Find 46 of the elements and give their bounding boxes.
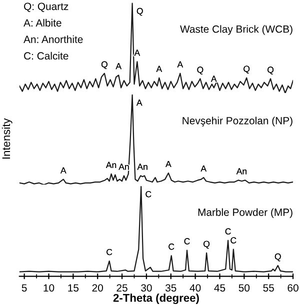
x-tick-label: 10 <box>44 284 54 292</box>
x-tick-label: 20 <box>92 284 103 292</box>
annotation: C <box>225 228 231 234</box>
x-tick-label: 15 <box>68 284 79 292</box>
x-tick-label: 30 <box>141 284 152 292</box>
annotation: A <box>166 161 172 168</box>
annotation: A <box>136 100 142 106</box>
annotation: Q <box>268 66 274 74</box>
annotation: A <box>60 167 66 174</box>
x-tick-label: 35 <box>165 284 176 292</box>
annotation: C <box>106 248 112 256</box>
annotation: A <box>116 63 122 70</box>
annotation: Q <box>101 61 108 70</box>
annotation: A <box>210 76 217 82</box>
y-axis-title: Intensity <box>2 118 12 159</box>
annotation: A <box>134 50 140 56</box>
x-tick-label: 40 <box>190 284 201 292</box>
annotation: Q <box>197 66 204 74</box>
text: Nevşehir Pozzolan (NP) <box>182 116 292 126</box>
annotation: C <box>184 238 190 244</box>
text: Waste Clay Brick (WCB) <box>180 25 292 35</box>
x-tick-label: 5 <box>22 284 27 292</box>
x-axis-title: 2-Theta (degree) <box>113 294 199 304</box>
annotation: A <box>200 166 207 172</box>
x-tick-label: 50 <box>238 284 250 292</box>
annotation: Q <box>244 66 250 74</box>
annotation: A: Albite <box>24 18 62 27</box>
annotation: C <box>146 191 152 198</box>
annotation: A <box>177 61 184 68</box>
annotation: An <box>106 162 116 168</box>
x-tick-label: 25 <box>116 284 128 292</box>
annotation: C <box>230 237 236 244</box>
annotation: Q <box>136 8 143 16</box>
x-tick-label: 60 <box>288 284 298 292</box>
annotation: An: Anorthite <box>24 35 83 44</box>
annotation: Q <box>204 240 210 249</box>
annotation: An <box>137 164 148 170</box>
text: Marble Powder (MP) <box>198 208 292 218</box>
annotation: Q: Quartz <box>24 2 68 12</box>
annotation: An <box>236 168 247 174</box>
annotation: C <box>168 244 174 250</box>
x-tick-label: 55 <box>263 284 274 292</box>
annotation: A <box>156 66 162 72</box>
annotation: C: Calcite <box>24 52 68 60</box>
annotation: Q <box>274 253 281 262</box>
x-tick-label: 45 <box>214 284 226 292</box>
